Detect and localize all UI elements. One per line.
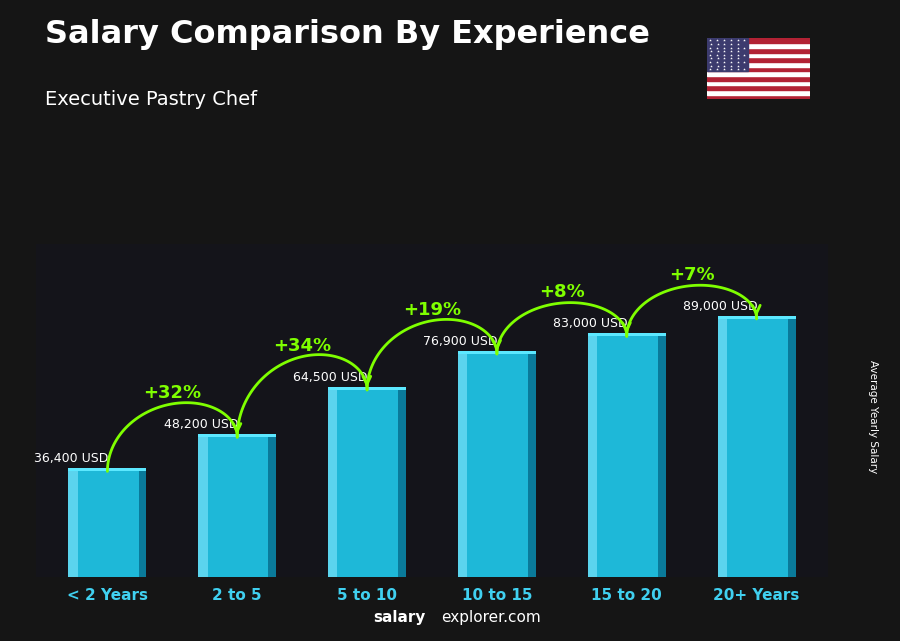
Bar (658, 337, 666, 577)
Bar (458, 351, 536, 354)
Bar (139, 471, 147, 577)
Bar (706, 90, 810, 95)
Bar (458, 354, 467, 577)
Bar (706, 76, 810, 81)
Bar (328, 387, 406, 390)
Bar (458, 354, 536, 577)
Text: 83,000 USD: 83,000 USD (554, 317, 627, 330)
Bar (706, 85, 810, 90)
Bar (706, 43, 810, 48)
Bar (268, 437, 276, 577)
Bar (706, 48, 810, 53)
Bar (706, 71, 810, 76)
Bar (588, 337, 598, 577)
Text: 76,900 USD: 76,900 USD (423, 335, 498, 348)
Bar (528, 354, 536, 577)
Bar (68, 468, 147, 471)
Text: +32%: +32% (143, 384, 202, 402)
Bar (706, 38, 748, 71)
Bar (68, 471, 77, 577)
Bar (198, 434, 276, 437)
Text: 89,000 USD: 89,000 USD (683, 300, 758, 313)
Text: Salary Comparison By Experience: Salary Comparison By Experience (45, 19, 650, 50)
Text: +8%: +8% (539, 283, 585, 301)
Bar (706, 81, 810, 85)
Text: 36,400 USD: 36,400 USD (34, 453, 108, 465)
Bar (717, 315, 796, 319)
Bar (706, 38, 810, 43)
Bar (328, 390, 406, 577)
Bar (398, 390, 406, 577)
Text: +34%: +34% (273, 337, 331, 355)
Text: +19%: +19% (403, 301, 461, 319)
Text: Average Yearly Salary: Average Yearly Salary (868, 360, 878, 473)
Bar (706, 53, 810, 57)
Bar (706, 67, 810, 71)
Bar (706, 62, 810, 67)
Text: 64,500 USD: 64,500 USD (293, 371, 368, 384)
Bar (68, 471, 147, 577)
Bar (717, 319, 796, 577)
Bar (588, 333, 666, 337)
Bar (588, 337, 666, 577)
Bar (788, 319, 796, 577)
Bar (706, 95, 810, 99)
Bar (717, 319, 727, 577)
Text: explorer.com: explorer.com (441, 610, 541, 625)
Bar (198, 437, 208, 577)
Bar (328, 390, 338, 577)
Bar (706, 57, 810, 62)
Text: +7%: +7% (669, 266, 715, 284)
Text: Executive Pastry Chef: Executive Pastry Chef (45, 90, 257, 109)
Bar (198, 437, 276, 577)
Text: salary: salary (374, 610, 426, 625)
Text: 48,200 USD: 48,200 USD (164, 418, 238, 431)
